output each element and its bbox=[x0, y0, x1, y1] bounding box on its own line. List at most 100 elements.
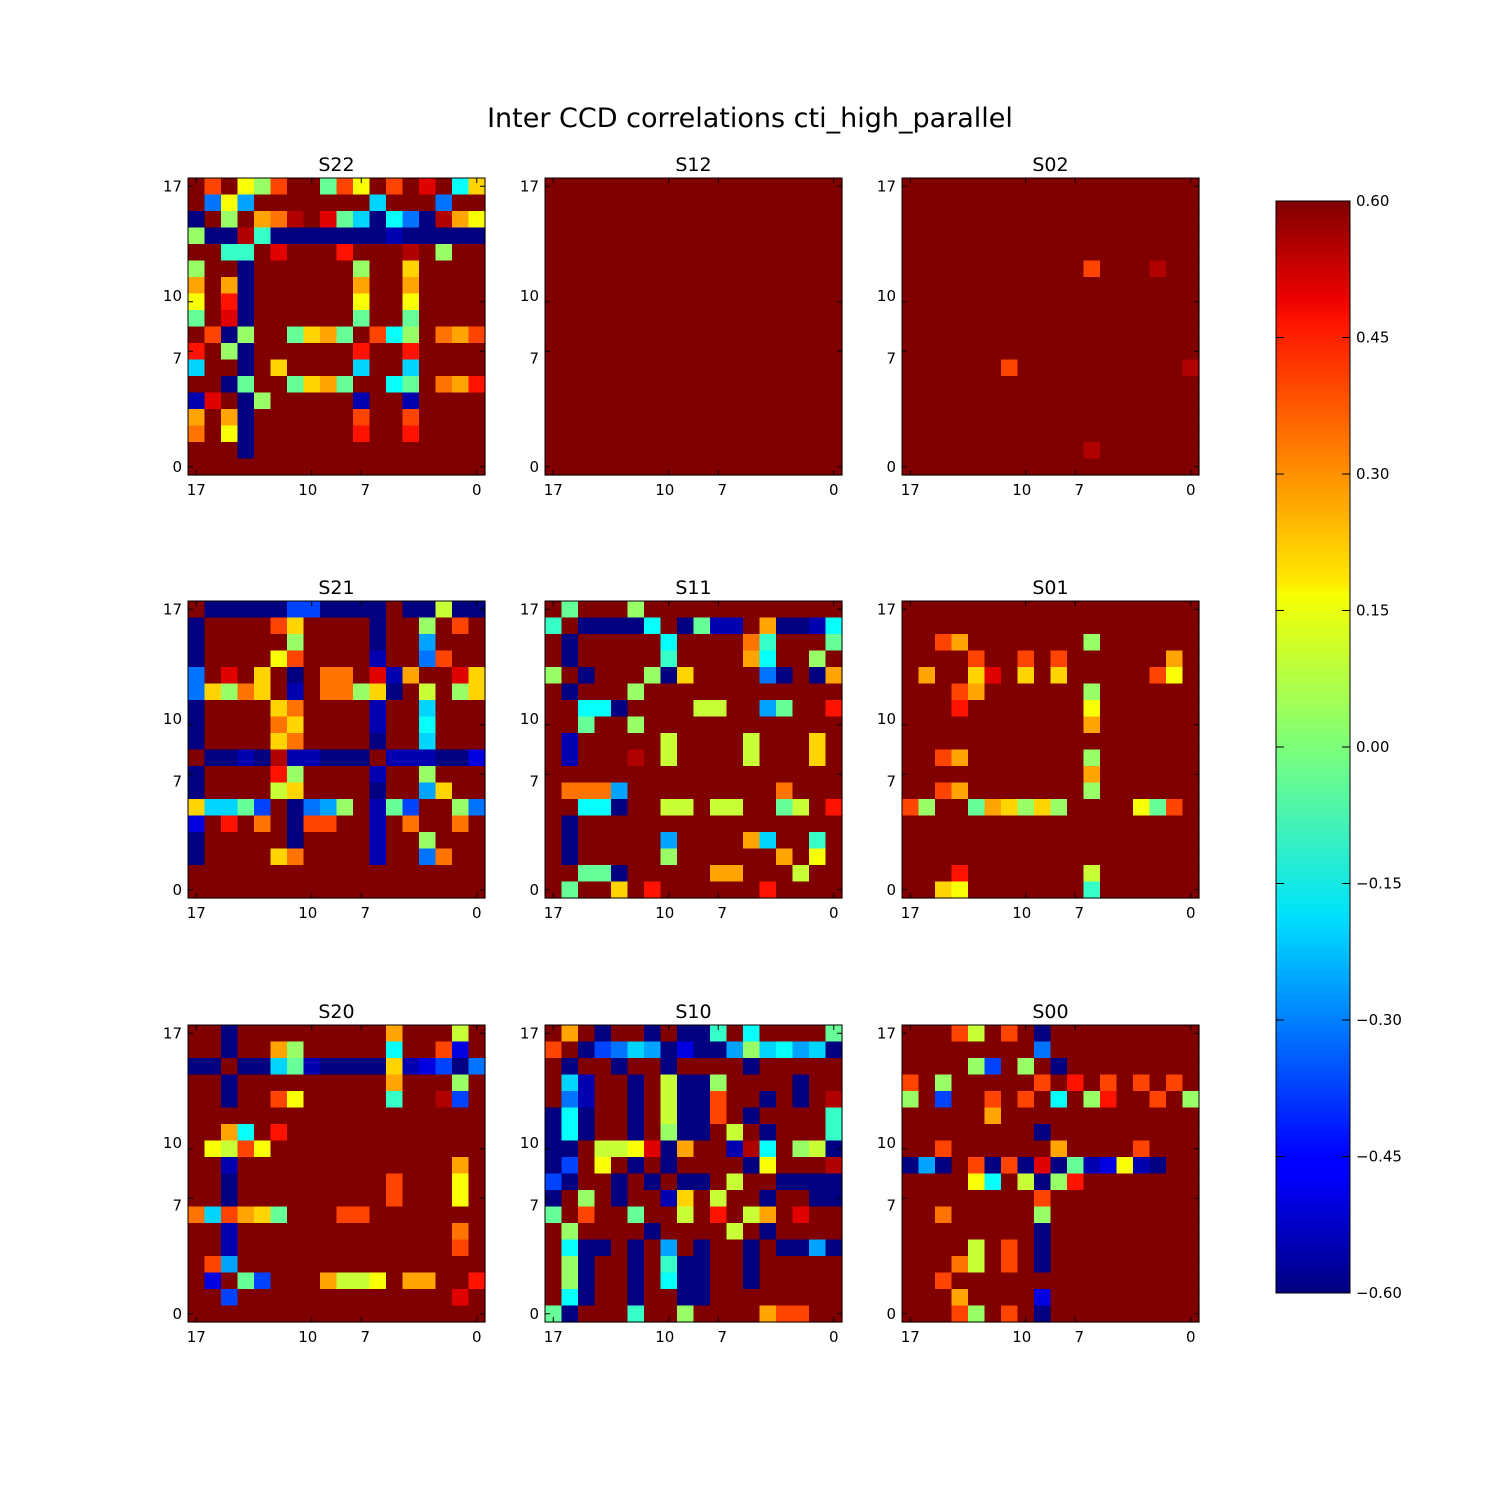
heatmap-cell bbox=[1083, 211, 1101, 229]
heatmap-cell bbox=[1017, 425, 1035, 443]
heatmap-cell bbox=[221, 1272, 239, 1290]
heatmap-cell bbox=[221, 815, 239, 833]
heatmap-cell bbox=[1067, 178, 1085, 196]
heatmap-cell bbox=[968, 865, 986, 883]
heatmap-cell bbox=[809, 1091, 827, 1109]
heatmap-cell bbox=[188, 1289, 206, 1307]
heatmap-cell bbox=[1116, 310, 1134, 328]
heatmap-cell bbox=[386, 1289, 404, 1307]
heatmap-cell bbox=[419, 409, 437, 427]
heatmap-cell bbox=[710, 799, 728, 817]
heatmap-cell bbox=[1067, 1256, 1085, 1274]
heatmap-cell bbox=[792, 1140, 810, 1158]
heatmap-cell bbox=[1149, 1058, 1167, 1076]
heatmap-cell bbox=[968, 832, 986, 850]
heatmap-cell bbox=[627, 260, 645, 278]
heatmap-cell bbox=[968, 1074, 986, 1092]
heatmap-cell bbox=[336, 716, 354, 734]
heatmap-cell bbox=[1116, 409, 1134, 427]
heatmap-cell bbox=[918, 293, 936, 311]
heatmap-cell bbox=[435, 881, 453, 899]
heatmap-cell bbox=[561, 310, 579, 328]
heatmap-cell bbox=[419, 1256, 437, 1274]
heatmap-cell bbox=[1034, 277, 1052, 295]
heatmap-cell bbox=[254, 293, 272, 311]
heatmap-cell bbox=[336, 1025, 354, 1043]
heatmap-cell bbox=[1166, 326, 1184, 344]
heatmap-cell bbox=[1166, 1206, 1184, 1224]
heatmap-cell bbox=[1034, 211, 1052, 229]
heatmap-cell bbox=[792, 1058, 810, 1076]
heatmap-cell bbox=[254, 1157, 272, 1175]
panel-frame bbox=[901, 177, 1200, 476]
heatmap-cell bbox=[902, 782, 920, 800]
heatmap-cell bbox=[660, 326, 678, 344]
heatmap-cell bbox=[435, 458, 453, 476]
heatmap-cell bbox=[1001, 310, 1019, 328]
heatmap-cell bbox=[452, 766, 470, 784]
heatmap-cell bbox=[1083, 1124, 1101, 1142]
heatmap-cell bbox=[578, 1239, 596, 1257]
heatmap-cell bbox=[237, 782, 255, 800]
heatmap-cell bbox=[743, 881, 761, 899]
heatmap-cell bbox=[1067, 749, 1085, 767]
heatmap-cell bbox=[303, 683, 321, 701]
heatmap-cell bbox=[726, 799, 744, 817]
heatmap-cell bbox=[1017, 815, 1035, 833]
heatmap-cell bbox=[336, 194, 354, 212]
heatmap-cell bbox=[369, 1025, 387, 1043]
heatmap-cell bbox=[809, 293, 827, 311]
heatmap-cell bbox=[204, 1223, 222, 1241]
heatmap-cell bbox=[726, 425, 744, 443]
heatmap-cell bbox=[825, 326, 843, 344]
heatmap-cell bbox=[188, 1124, 206, 1142]
heatmap-cell bbox=[1001, 227, 1019, 245]
y-tick-label: 10 bbox=[520, 710, 539, 728]
heatmap-cell bbox=[644, 326, 662, 344]
heatmap-cell bbox=[792, 865, 810, 883]
heatmap-cell bbox=[825, 1305, 843, 1323]
heatmap-cell bbox=[759, 1239, 777, 1257]
heatmap-cell bbox=[561, 194, 579, 212]
heatmap-cell bbox=[1133, 1272, 1151, 1290]
heatmap-cell bbox=[1182, 409, 1200, 427]
heatmap-cell bbox=[776, 1140, 794, 1158]
heatmap-cell bbox=[402, 650, 420, 668]
heatmap-cell bbox=[435, 277, 453, 295]
heatmap-cell bbox=[660, 1041, 678, 1059]
heatmap-cell bbox=[1083, 1272, 1101, 1290]
heatmap-cell bbox=[270, 749, 288, 767]
heatmap-cell bbox=[419, 815, 437, 833]
heatmap-cell bbox=[386, 1272, 404, 1290]
heatmap-cell bbox=[710, 1305, 728, 1323]
heatmap-cell bbox=[1116, 326, 1134, 344]
heatmap-cell bbox=[578, 376, 596, 394]
heatmap-cell bbox=[1133, 1140, 1151, 1158]
heatmap-cell bbox=[1067, 617, 1085, 635]
heatmap-cell bbox=[468, 376, 486, 394]
heatmap-cell bbox=[951, 425, 969, 443]
heatmap-cell bbox=[1182, 1256, 1200, 1274]
heatmap-cell bbox=[1017, 848, 1035, 866]
heatmap-cell bbox=[809, 766, 827, 784]
heatmap-cell bbox=[935, 749, 953, 767]
heatmap-cell bbox=[710, 749, 728, 767]
heatmap-cell bbox=[1017, 359, 1035, 377]
heatmap-cell bbox=[320, 211, 338, 229]
heatmap-cell bbox=[627, 634, 645, 652]
x-tick-label: 10 bbox=[1012, 1328, 1031, 1346]
heatmap-cell bbox=[1166, 865, 1184, 883]
heatmap-cell bbox=[710, 617, 728, 635]
heatmap-cell bbox=[1116, 442, 1134, 460]
heatmap-cell bbox=[386, 617, 404, 635]
heatmap-cell bbox=[369, 1305, 387, 1323]
heatmap-cell bbox=[204, 227, 222, 245]
heatmap-cell bbox=[287, 293, 305, 311]
heatmap-cell bbox=[270, 733, 288, 751]
heatmap-cell bbox=[726, 881, 744, 899]
heatmap-cell bbox=[1067, 832, 1085, 850]
heatmap-cell bbox=[809, 1190, 827, 1208]
heatmap-cell bbox=[825, 766, 843, 784]
heatmap-cell bbox=[578, 1107, 596, 1125]
heatmap-cell bbox=[204, 1272, 222, 1290]
